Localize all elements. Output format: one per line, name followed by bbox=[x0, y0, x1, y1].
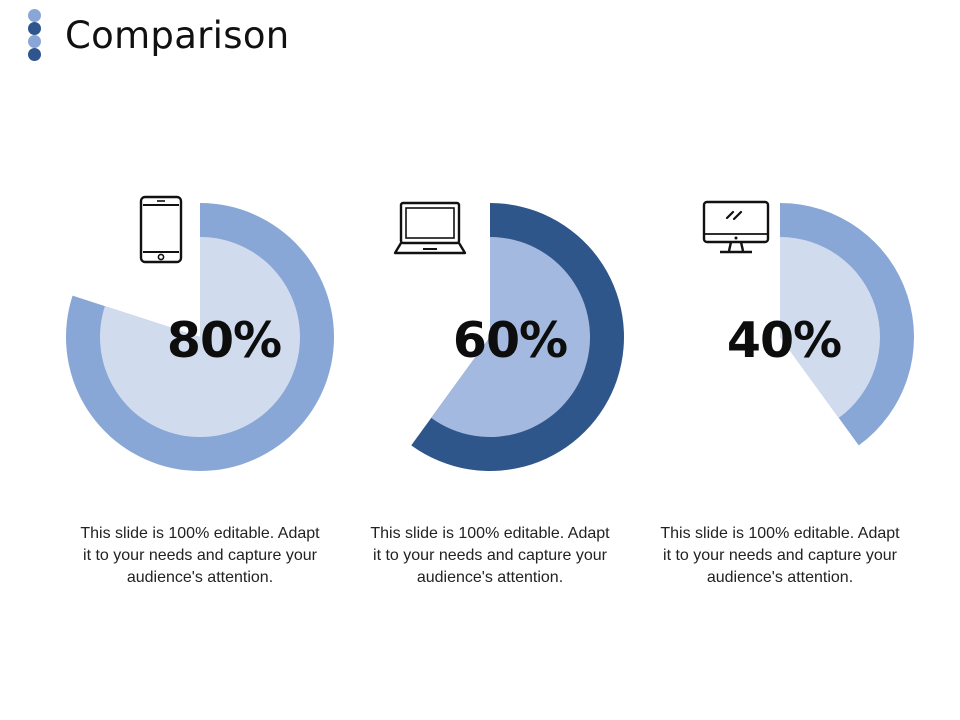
pie-inner-slice bbox=[780, 237, 880, 418]
description-text: This slide is 100% editable. Adapt it to… bbox=[80, 525, 320, 586]
laptop-icon bbox=[390, 190, 470, 270]
title-dot bbox=[28, 22, 41, 35]
desktop-monitor-icon bbox=[696, 190, 776, 270]
page-title: Comparison bbox=[65, 14, 290, 57]
pie-chart-1 bbox=[66, 203, 335, 471]
percentage-label: 60% bbox=[452, 312, 568, 369]
percentage-label: 40% bbox=[726, 312, 842, 369]
title-dot bbox=[28, 9, 41, 22]
title-dot bbox=[28, 48, 41, 61]
pie-inner-slice bbox=[99, 237, 300, 437]
pie-chart-2 bbox=[411, 203, 625, 472]
smartphone-icon bbox=[121, 190, 201, 270]
pie-chart-3 bbox=[780, 203, 914, 446]
chart-panel-3: 40% This slide is 100% editable. Adapt i… bbox=[630, 0, 930, 720]
description-text: This slide is 100% editable. Adapt it to… bbox=[660, 525, 900, 586]
title-dot bbox=[28, 35, 41, 48]
percentage-label: 80% bbox=[166, 312, 282, 369]
chart-panel-1: 80% This slide is 100% editable. Adapt i… bbox=[50, 0, 350, 720]
pie-inner-slice bbox=[431, 237, 591, 437]
chart-panel-2: 60% This slide is 100% editable. Adapt i… bbox=[340, 0, 640, 720]
description-text: This slide is 100% editable. Adapt it to… bbox=[370, 525, 610, 586]
title-bullet-dots bbox=[28, 9, 42, 63]
